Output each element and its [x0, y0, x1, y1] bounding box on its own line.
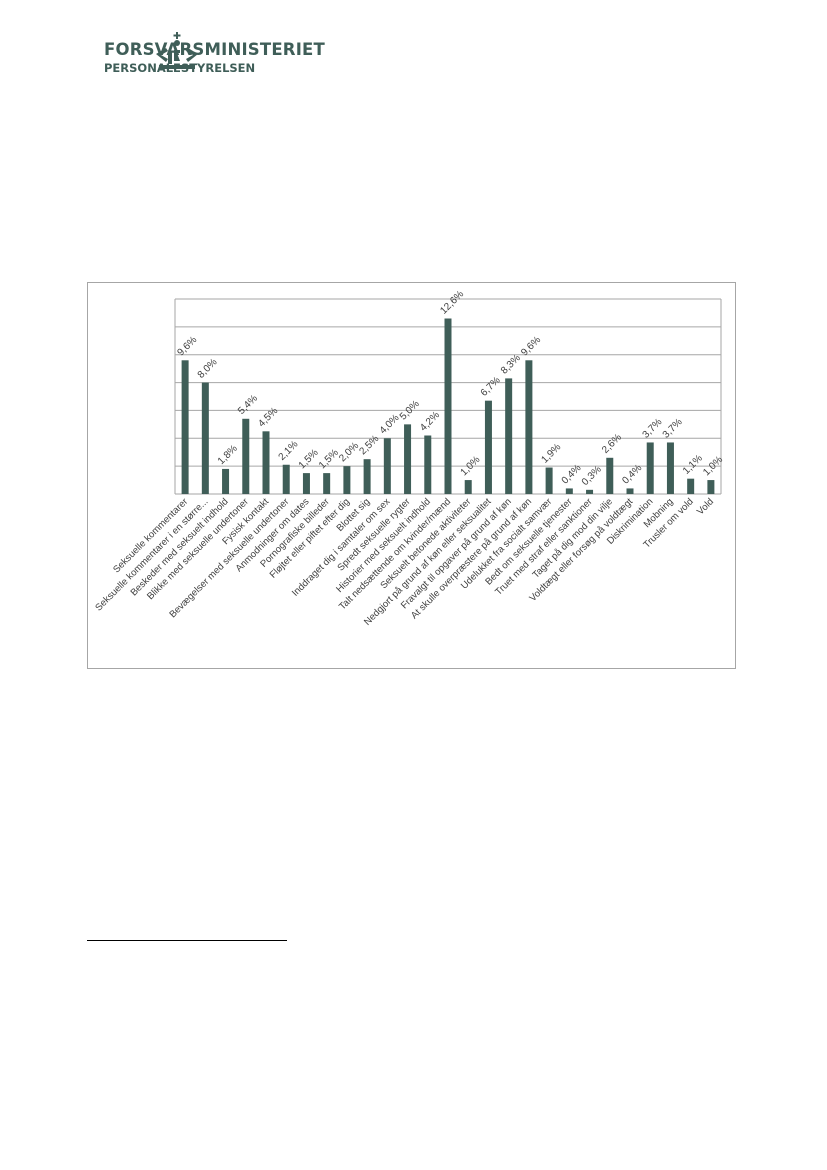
- data-label: 2,1%: [277, 439, 301, 463]
- bar: [666, 442, 674, 494]
- data-label: 1,1%: [681, 453, 705, 477]
- bar: [545, 467, 553, 494]
- bar: [606, 457, 614, 494]
- bar: [626, 488, 634, 494]
- data-label: 1,5%: [297, 447, 321, 471]
- data-label: 1,9%: [539, 442, 563, 466]
- bar: [525, 360, 533, 494]
- data-label: 3,7%: [641, 417, 665, 441]
- bar: [404, 424, 412, 494]
- chart-frame: 9,6% Seksuelle kommentarer 8,0% Seksuelle k…: [87, 282, 736, 669]
- bar: [282, 464, 290, 494]
- bar: [363, 459, 371, 494]
- bar: [464, 480, 472, 494]
- bar: [586, 489, 594, 494]
- category-label: Vold: [695, 496, 716, 517]
- data-label: 8,3%: [499, 353, 523, 377]
- data-label: 4,5%: [256, 405, 280, 429]
- bar: [201, 382, 209, 494]
- bar: [707, 480, 715, 494]
- data-label: 12,6%: [438, 289, 466, 317]
- data-label: 6,7%: [479, 375, 503, 399]
- sub-org-name: PERSONALESTYRELSEN: [104, 61, 256, 75]
- bar: [323, 473, 331, 494]
- bar: [505, 378, 513, 494]
- data-label: 1,8%: [216, 443, 240, 467]
- org-name: FORSVARSMINISTERIET: [104, 40, 325, 59]
- data-label: 8,0%: [196, 357, 220, 381]
- bar: [222, 468, 230, 494]
- bar: [444, 318, 452, 494]
- bar: [242, 418, 250, 494]
- bar: [646, 442, 654, 494]
- bar: [181, 360, 189, 494]
- data-label: 3,7%: [661, 417, 685, 441]
- footnote-separator: [87, 940, 287, 941]
- bar: [687, 478, 695, 494]
- bar: [383, 438, 391, 494]
- data-label: 4,2%: [418, 410, 442, 434]
- data-label: 5,4%: [236, 393, 260, 417]
- data-label: 1,0%: [701, 454, 725, 478]
- bar: [302, 473, 310, 494]
- bar: [424, 435, 432, 494]
- data-label: 1,5%: [317, 447, 341, 471]
- data-label: 2,0%: [337, 440, 361, 464]
- data-label: 2,6%: [600, 432, 624, 456]
- bar: [484, 400, 492, 494]
- data-label: 2,5%: [357, 433, 381, 457]
- bar: [262, 431, 270, 494]
- crown-logo-icon: [156, 32, 198, 69]
- bar: [343, 466, 351, 494]
- bar: [565, 488, 573, 494]
- data-label: 0,3%: [580, 464, 604, 488]
